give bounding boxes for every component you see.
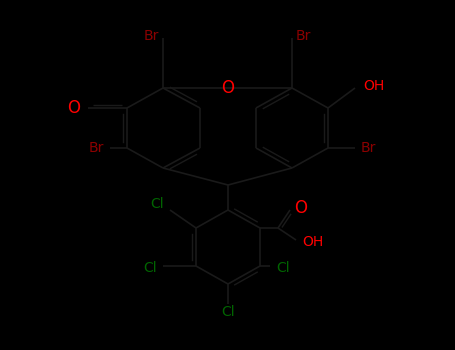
Text: OH: OH <box>363 79 384 93</box>
Text: Cl: Cl <box>150 197 164 211</box>
Text: Cl: Cl <box>276 261 290 275</box>
Text: Br: Br <box>296 29 311 43</box>
Text: Cl: Cl <box>221 305 235 319</box>
Text: O: O <box>67 99 80 117</box>
Text: O: O <box>222 79 234 97</box>
Text: O: O <box>294 199 307 217</box>
Text: Br: Br <box>144 29 159 43</box>
Text: Br: Br <box>89 141 104 155</box>
Text: Br: Br <box>361 141 376 155</box>
Text: OH: OH <box>302 235 323 249</box>
Text: Cl: Cl <box>143 261 157 275</box>
